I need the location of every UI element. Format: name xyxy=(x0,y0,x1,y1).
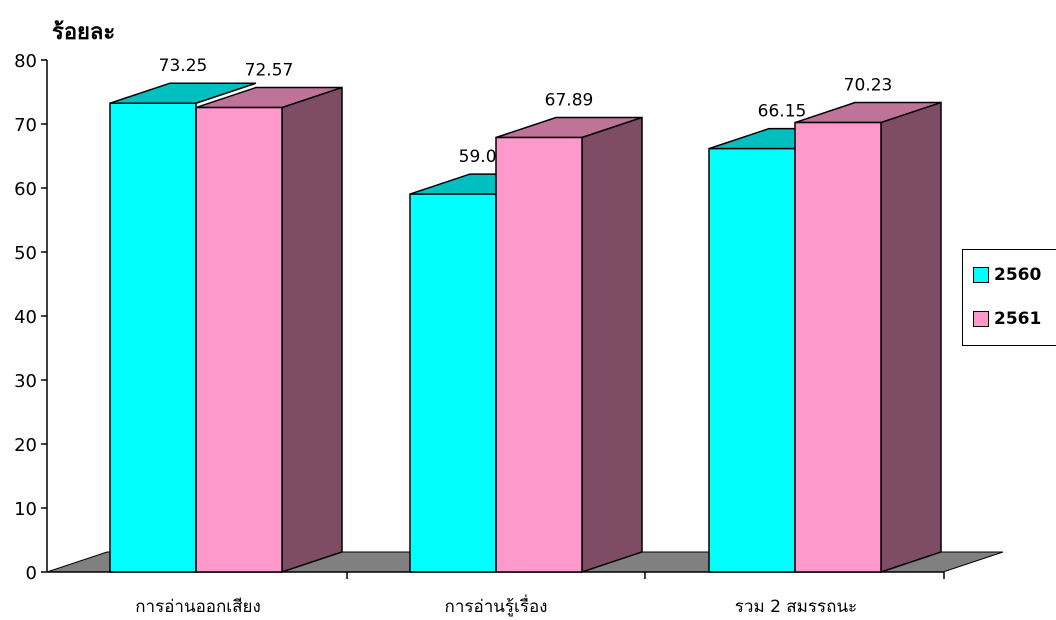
y-tick-label: 60 xyxy=(14,179,37,200)
legend-item-2560: 2560 xyxy=(973,264,1041,286)
data-label-2560: 73.25 xyxy=(159,56,208,76)
bar-2561 xyxy=(195,106,283,573)
bar-side-2561 xyxy=(281,86,343,574)
floor-placeholder xyxy=(0,572,1003,592)
x-tick-label: การอ่านออกเสียง xyxy=(135,597,261,617)
y-tick-label: 40 xyxy=(14,307,37,328)
x-tick-label: รวม 2 สมรรถนะ xyxy=(735,597,857,617)
bar-2561 xyxy=(495,136,583,573)
bar-2560 xyxy=(409,193,497,573)
legend-swatch-2561 xyxy=(973,311,989,327)
bar-side-2561 xyxy=(880,101,942,574)
data-label-2561: 72.57 xyxy=(245,61,294,81)
legend-label-2560: 2560 xyxy=(994,265,1042,285)
y-axis-title: ร้อยละ xyxy=(52,20,116,45)
legend-swatch-2560 xyxy=(973,267,989,283)
y-tick-label: 10 xyxy=(14,499,37,520)
y-tick-label: 50 xyxy=(14,243,37,264)
x-tick-label: การอ่านรู้เรื่อง xyxy=(445,594,548,617)
bar-2561 xyxy=(794,121,882,573)
legend-label-2561: 2561 xyxy=(994,309,1042,329)
y-tick-label: 80 xyxy=(14,51,37,72)
data-label-2561: 70.23 xyxy=(844,76,893,96)
data-label-2560: 59.05 xyxy=(459,147,508,167)
y-tick-label: 30 xyxy=(14,371,37,392)
legend-item-2561: 2561 xyxy=(973,308,1041,330)
bar-2560 xyxy=(708,147,796,573)
y-tick-label: 20 xyxy=(14,435,37,456)
data-label-2560: 66.15 xyxy=(758,102,807,122)
y-tick-label: 70 xyxy=(14,115,37,136)
y-tick-label: 0 xyxy=(26,563,37,584)
data-label-2561: 67.89 xyxy=(545,91,594,111)
bar-side-2561 xyxy=(581,116,643,574)
legend: 2560 2561 xyxy=(962,249,1056,346)
bar-2560 xyxy=(109,102,197,573)
